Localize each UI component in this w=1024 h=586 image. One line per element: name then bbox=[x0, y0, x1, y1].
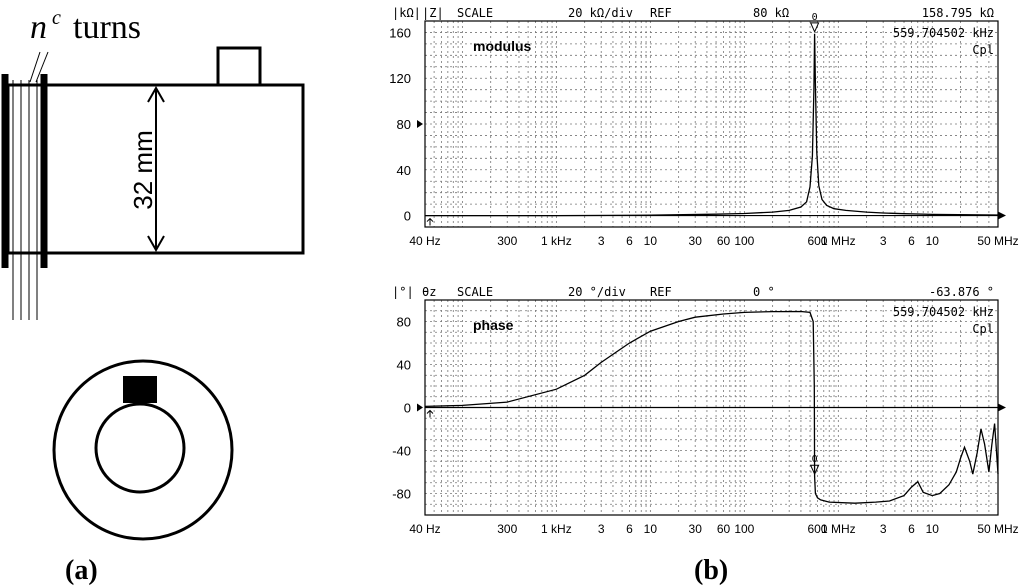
zero-line-arrow bbox=[998, 403, 1006, 412]
series-line bbox=[425, 33, 999, 217]
header-marker-value: 158.795 kΩ bbox=[922, 6, 994, 20]
connector-block-section bbox=[123, 376, 157, 403]
zero-line-arrow bbox=[998, 211, 1006, 220]
y-tick-label: -40 bbox=[392, 444, 411, 459]
x-tick-label: 3 bbox=[598, 522, 605, 536]
x-tick-label: 40 Hz bbox=[409, 234, 440, 248]
x-tick-label: 3 bbox=[880, 522, 887, 536]
x-tick-label: 40 Hz bbox=[409, 522, 440, 536]
x-tick-label: 10 bbox=[926, 234, 940, 248]
x-tick-label: 300 bbox=[497, 522, 517, 536]
marker-triangle-icon bbox=[809, 22, 820, 34]
x-tick-label: 6 bbox=[626, 234, 633, 248]
x-tick-label: 6 bbox=[626, 522, 633, 536]
turns-leader-line bbox=[35, 51, 49, 83]
marker-frequency: 559.704502 kHz bbox=[893, 26, 994, 40]
y-tick-label: -80 bbox=[392, 487, 411, 502]
x-tick-label: 100 bbox=[734, 234, 754, 248]
x-tick-label: 30 bbox=[689, 234, 703, 248]
dimension-arrow bbox=[147, 85, 165, 253]
header-ref-label: REF bbox=[650, 285, 672, 299]
header-ref-value: 0 ° bbox=[753, 285, 775, 299]
x-tick-label: 10 bbox=[926, 522, 940, 536]
header-scale-value: 20 kΩ/div bbox=[568, 6, 633, 20]
x-tick-label: 6 bbox=[908, 234, 915, 248]
x-tick-label: 10 bbox=[644, 234, 658, 248]
x-tick-label: 1 kHz bbox=[541, 234, 572, 248]
turns-word: turns bbox=[73, 9, 141, 46]
turns-symbol: n bbox=[30, 9, 47, 46]
marker-triangle-icon bbox=[809, 464, 820, 476]
header-unit: |°| bbox=[392, 285, 414, 299]
mode-label: Cpl bbox=[972, 43, 994, 57]
series-line bbox=[424, 310, 999, 504]
x-tick-label: 3 bbox=[598, 234, 605, 248]
marker-id: 0 bbox=[812, 454, 818, 465]
y-tick-label: 0 bbox=[404, 401, 411, 416]
header-scale-value: 20 °/div bbox=[568, 285, 626, 299]
x-tick-label: 60 bbox=[717, 234, 731, 248]
turns-superscript: c bbox=[52, 7, 61, 29]
header-param: θz bbox=[422, 285, 436, 299]
y-tick-label: 0 bbox=[404, 209, 411, 224]
marker-frequency: 559.704502 kHz bbox=[893, 305, 994, 319]
dimension-label: 32 mm bbox=[128, 130, 158, 209]
header-ref-label: REF bbox=[650, 6, 672, 20]
x-tick-label: 6 bbox=[908, 522, 915, 536]
chart-title: modulus bbox=[473, 38, 532, 54]
x-tick-label: 600 bbox=[807, 234, 827, 248]
header-scale-label: SCALE bbox=[457, 6, 493, 20]
x-tick-label: 1 MHz bbox=[821, 234, 856, 248]
y-tick-label: 160 bbox=[389, 25, 411, 40]
header-param: |Z| bbox=[422, 6, 444, 20]
panel-a-label: (a) bbox=[65, 555, 98, 586]
y-tick-label: 80 bbox=[397, 315, 411, 330]
y-tick-label: 40 bbox=[397, 358, 411, 373]
x-tick-label: 50 MHz bbox=[977, 234, 1018, 248]
x-tick-label: 50 MHz bbox=[977, 522, 1018, 536]
header-ref-value: 80 kΩ bbox=[753, 6, 789, 20]
x-tick-label: 60 bbox=[717, 522, 731, 536]
x-tick-label: 10 bbox=[644, 522, 658, 536]
header-unit: |kΩ| bbox=[392, 6, 421, 20]
coil-diagram: n c turns 32 mm (a) bbox=[1, 7, 305, 586]
start-marker-icon bbox=[426, 217, 434, 226]
start-marker-icon bbox=[426, 409, 434, 418]
header-scale-label: SCALE bbox=[457, 285, 493, 299]
x-tick-label: 300 bbox=[497, 234, 517, 248]
ref-marker-icon bbox=[417, 403, 423, 412]
x-tick-label: 3 bbox=[880, 234, 887, 248]
y-tick-label: 80 bbox=[397, 117, 411, 132]
x-tick-label: 30 bbox=[689, 522, 703, 536]
x-tick-label: 100 bbox=[734, 522, 754, 536]
cross-section bbox=[52, 359, 234, 541]
ref-marker-icon bbox=[417, 120, 423, 128]
y-tick-label: 40 bbox=[397, 163, 411, 178]
chart-title: phase bbox=[473, 317, 514, 333]
header-marker-value: -63.876 ° bbox=[929, 285, 994, 299]
x-tick-label: 600 bbox=[807, 522, 827, 536]
panel-b-label: (b) bbox=[694, 555, 728, 586]
mode-label: Cpl bbox=[972, 322, 994, 336]
x-tick-label: 1 kHz bbox=[541, 522, 572, 536]
turns-leader-line bbox=[29, 51, 41, 83]
marker-id: 0 bbox=[812, 12, 818, 23]
connector-block bbox=[216, 46, 262, 87]
plot-frame bbox=[424, 20, 999, 228]
x-tick-label: 1 MHz bbox=[821, 522, 856, 536]
y-tick-label: 120 bbox=[389, 71, 411, 86]
